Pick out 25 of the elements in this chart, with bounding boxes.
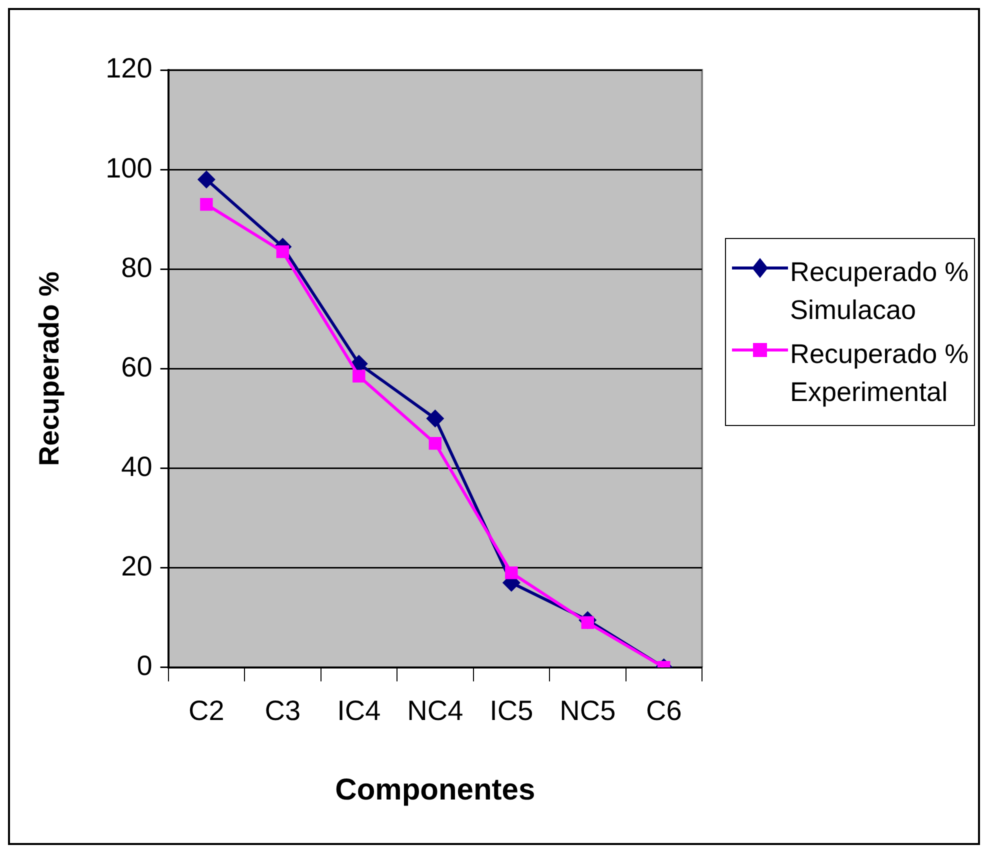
x-tick-label: NC5 <box>560 694 616 726</box>
y-axis-title: Recuperado % <box>34 271 65 466</box>
x-tick-label: NC4 <box>407 694 464 726</box>
legend-label: Recuperado % Simulacao <box>790 256 970 327</box>
y-tick-label: 120 <box>106 52 152 84</box>
point <box>426 409 444 428</box>
x-tick-label: C3 <box>264 694 301 726</box>
y-tick-label: 0 <box>136 650 152 682</box>
y-tick-label: 20 <box>121 550 152 582</box>
legend-label: Recuperado % Experimental <box>790 338 970 409</box>
y-tick-label: 100 <box>106 152 152 184</box>
x-axis-title: Componentes <box>335 773 536 806</box>
point <box>276 245 290 258</box>
y-tick-label: 40 <box>121 450 152 482</box>
point <box>352 370 366 383</box>
x-tick-label: C6 <box>646 694 682 726</box>
x-tick-label: C2 <box>188 694 224 726</box>
y-tick-label: 80 <box>121 252 152 283</box>
x-tick-label: IC4 <box>337 694 381 726</box>
point <box>428 437 442 450</box>
point <box>197 170 216 189</box>
x-tick-label: IC5 <box>490 694 534 726</box>
point <box>200 198 213 211</box>
point <box>505 566 518 580</box>
y-tick-label: 60 <box>121 351 152 382</box>
